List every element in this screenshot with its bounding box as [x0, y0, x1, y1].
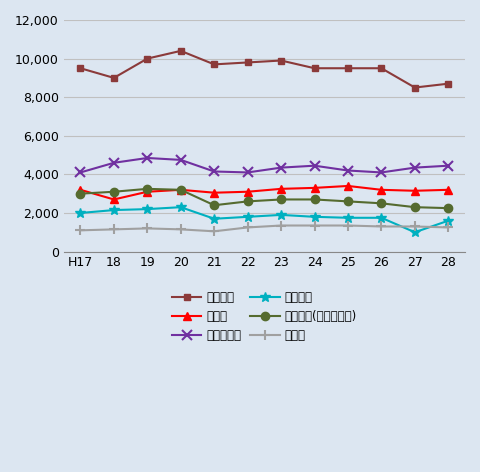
浦賀水道 — [412, 84, 418, 90]
中ノ瀬 — [379, 187, 384, 193]
備謌瀬戸(東・南・北) — [178, 187, 184, 193]
伊良湖水道 — [144, 155, 150, 161]
中ノ瀬 — [178, 187, 184, 193]
中ノ瀬 — [412, 188, 418, 194]
その他 — [211, 228, 217, 234]
その他 — [245, 225, 251, 230]
浦賀水道 — [111, 75, 117, 81]
備謌瀬戸(東・南・北) — [345, 199, 351, 204]
その他 — [111, 227, 117, 232]
備謌瀬戸(東・南・北) — [312, 197, 317, 202]
Line: 中ノ瀬: 中ノ瀬 — [76, 182, 453, 203]
その他 — [379, 224, 384, 229]
中ノ瀬 — [211, 190, 217, 195]
備謌瀬戸(東・南・北) — [278, 197, 284, 202]
中ノ瀬 — [111, 197, 117, 202]
備謌瀬戸(東・南・北) — [245, 199, 251, 204]
中ノ瀬 — [445, 187, 451, 193]
浦賀水道 — [178, 48, 184, 54]
伊良湖水道 — [278, 165, 284, 170]
中ノ瀬 — [278, 186, 284, 192]
明石海峡 — [111, 207, 117, 213]
明石海峡 — [379, 215, 384, 220]
伊良湖水道 — [111, 160, 117, 166]
その他 — [345, 223, 351, 228]
中ノ瀬 — [345, 183, 351, 189]
浦賀水道 — [312, 66, 317, 71]
伊良湖水道 — [312, 163, 317, 169]
Line: 明石海峡: 明石海峡 — [75, 202, 453, 237]
その他 — [178, 227, 184, 232]
伊良湖水道 — [445, 163, 451, 169]
明石海峡 — [178, 204, 184, 210]
明石海峡 — [345, 215, 351, 220]
伊良湖水道 — [412, 165, 418, 170]
その他 — [78, 228, 84, 233]
明石海峡 — [245, 214, 251, 219]
備謌瀬戸(東・南・北) — [211, 202, 217, 208]
浦賀水道 — [245, 59, 251, 65]
備謌瀬戸(東・南・北) — [445, 205, 451, 211]
その他 — [144, 226, 150, 231]
その他 — [278, 223, 284, 228]
明石海峡 — [278, 212, 284, 218]
明石海峡 — [144, 206, 150, 212]
中ノ瀬 — [312, 185, 317, 191]
明石海峡 — [211, 216, 217, 221]
伊良湖水道 — [245, 169, 251, 175]
浦賀水道 — [211, 61, 217, 67]
備謌瀬戸(東・南・北) — [78, 191, 84, 196]
伊良湖水道 — [178, 157, 184, 163]
浦賀水道 — [445, 81, 451, 86]
Legend: 浦賀水道, 中ノ瀬, 伊良湖水道, 明石海峡, 備謌瀬戸(東・南・北), その他: 浦賀水道, 中ノ瀬, 伊良湖水道, 明石海峡, 備謌瀬戸(東・南・北), その他 — [168, 287, 360, 346]
浦賀水道 — [278, 58, 284, 63]
中ノ瀬 — [144, 189, 150, 194]
浦賀水道 — [345, 66, 351, 71]
明石海峡 — [312, 214, 317, 219]
Line: 浦賀水道: 浦賀水道 — [77, 47, 452, 91]
備謌瀬戸(東・南・北) — [412, 204, 418, 210]
Line: その他: その他 — [75, 220, 453, 236]
中ノ瀬 — [78, 187, 84, 193]
その他 — [445, 225, 451, 230]
浦賀水道 — [379, 66, 384, 71]
備謌瀬戸(東・南・北) — [111, 189, 117, 194]
伊良湖水道 — [379, 169, 384, 175]
Line: 伊良湖水道: 伊良湖水道 — [75, 153, 453, 177]
伊良湖水道 — [345, 168, 351, 173]
浦賀水道 — [78, 66, 84, 71]
その他 — [412, 224, 418, 229]
備謌瀬戸(東・南・北) — [144, 186, 150, 192]
明石海峡 — [445, 218, 451, 224]
Line: 備謌瀬戸(東・南・北): 備謌瀬戸(東・南・北) — [76, 185, 453, 212]
明石海峡 — [78, 210, 84, 216]
明石海峡 — [412, 229, 418, 235]
浦賀水道 — [144, 56, 150, 61]
備謌瀬戸(東・南・北) — [379, 201, 384, 206]
中ノ瀬 — [245, 189, 251, 194]
伊良湖水道 — [78, 169, 84, 175]
その他 — [312, 223, 317, 228]
伊良湖水道 — [211, 169, 217, 174]
